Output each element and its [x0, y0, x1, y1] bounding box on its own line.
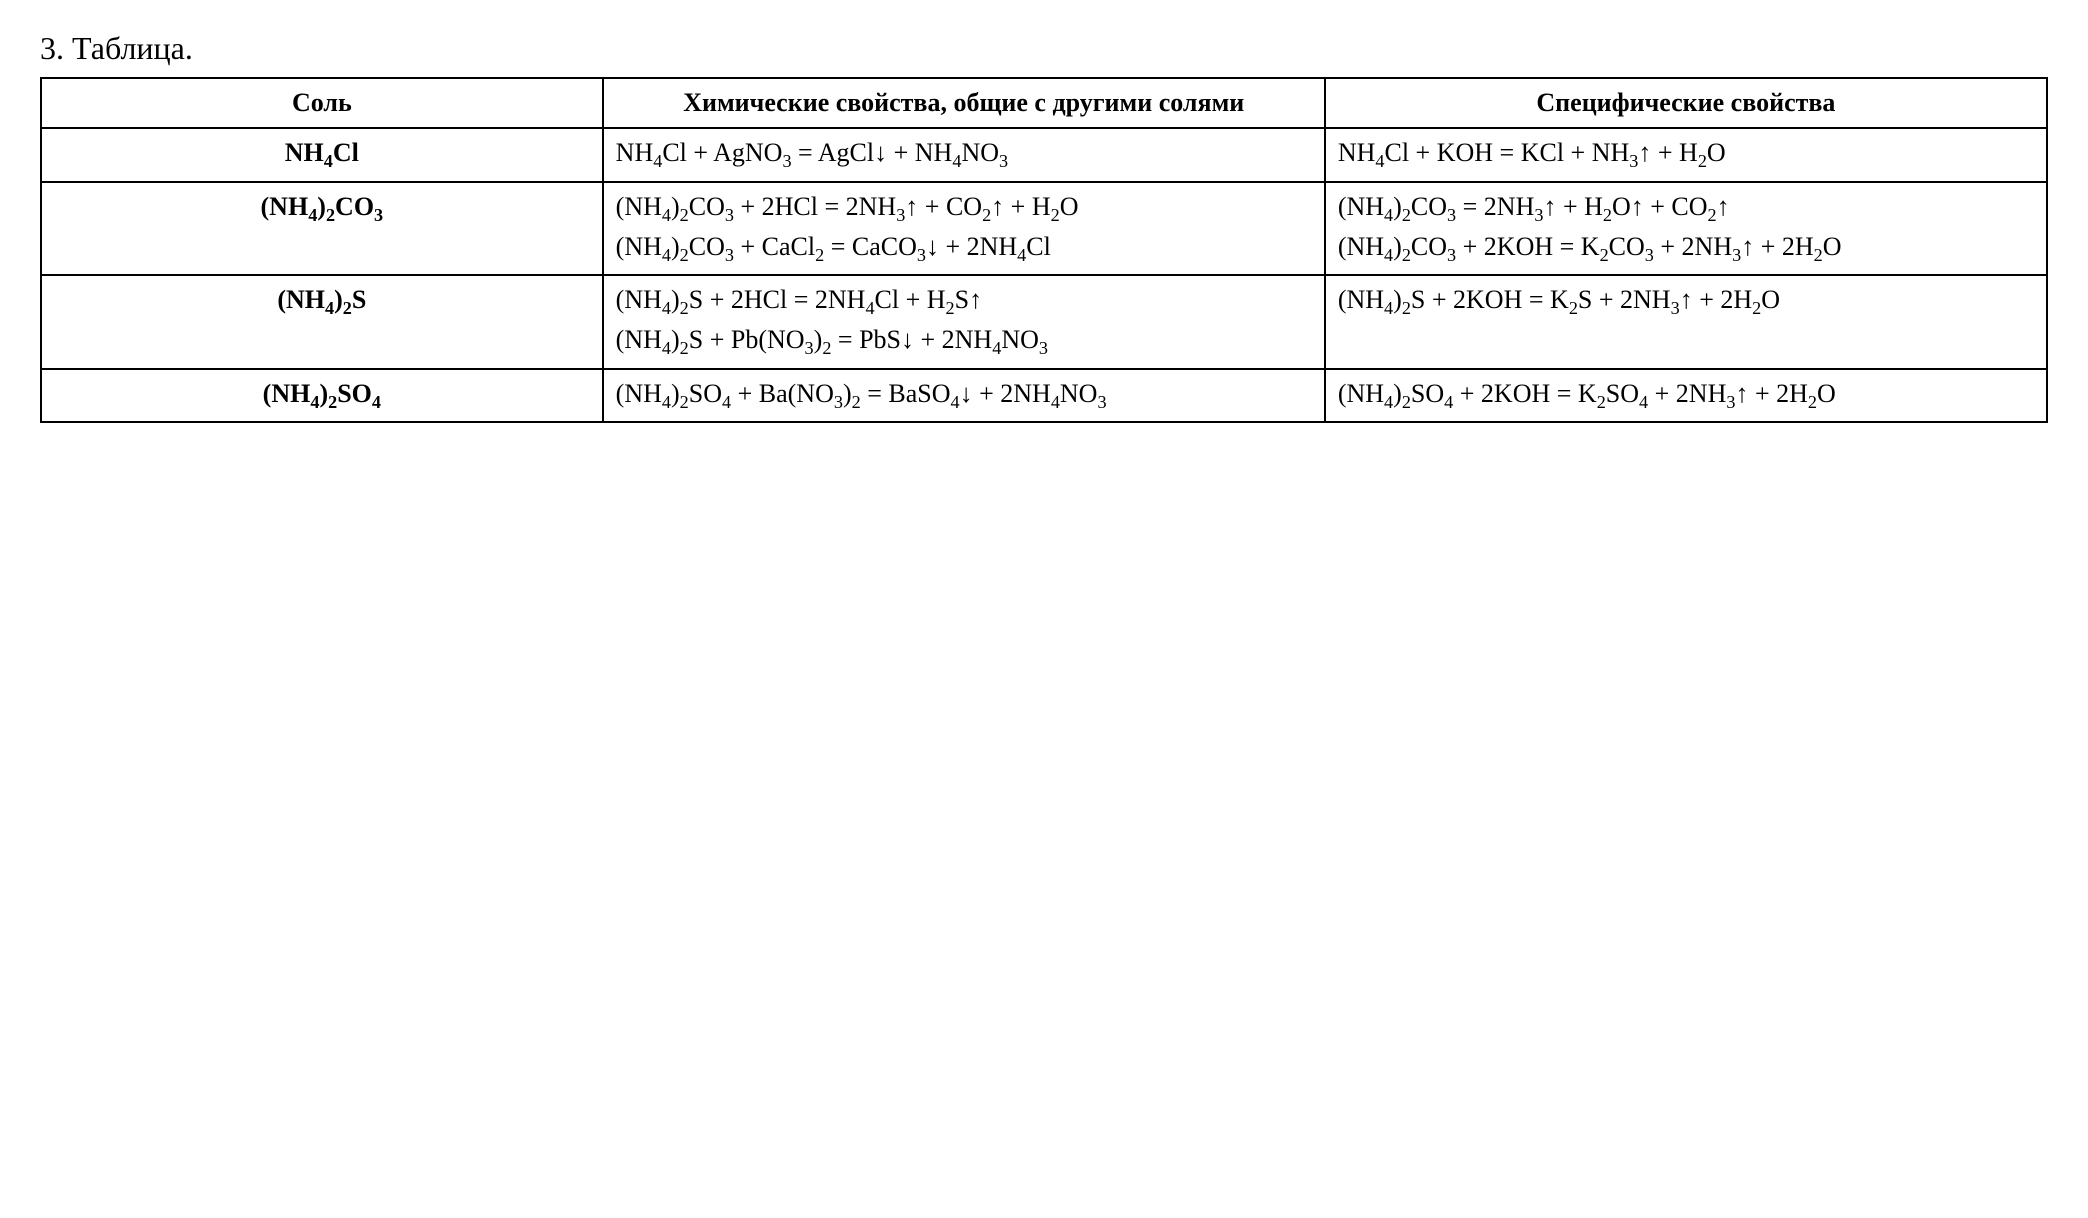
chemistry-table: Соль Химические свойства, общие с другим…: [40, 77, 2048, 423]
cell-specific: (NH4)2CO3 = 2NH3↑ + H2O↑ + CO2↑(NH4)2CO3…: [1325, 182, 2047, 275]
table-row: (NH4)2CO3 (NH4)2CO3 + 2HCl = 2NH3↑ + CO2…: [41, 182, 2047, 275]
cell-salt: (NH4)2S: [41, 275, 603, 368]
cell-salt: (NH4)2SO4: [41, 369, 603, 423]
header-common: Химические свойства, общие с другими сол…: [603, 78, 1325, 128]
cell-salt: NH4Cl: [41, 128, 603, 182]
table-row: (NH4)2S (NH4)2S + 2HCl = 2NH4Cl + H2S↑(N…: [41, 275, 2047, 368]
cell-specific: (NH4)2S + 2KOH = K2S + 2NH3↑ + 2H2O: [1325, 275, 2047, 368]
cell-specific: (NH4)2SO4 + 2KOH = K2SO4 + 2NH3↑ + 2H2O: [1325, 369, 2047, 423]
cell-specific: NH4Cl + KOH = KCl + NH3↑ + H2O: [1325, 128, 2047, 182]
cell-salt: (NH4)2CO3: [41, 182, 603, 275]
cell-common: (NH4)2SO4 + Ba(NO3)2 = BaSO4↓ + 2NH4NO3: [603, 369, 1325, 423]
page-title: 3. Таблица.: [40, 30, 2048, 67]
header-salt: Соль: [41, 78, 603, 128]
cell-common: NH4Cl + AgNO3 = AgCl↓ + NH4NO3: [603, 128, 1325, 182]
table-body: NH4Cl NH4Cl + AgNO3 = AgCl↓ + NH4NO3 NH4…: [41, 128, 2047, 422]
table-row: NH4Cl NH4Cl + AgNO3 = AgCl↓ + NH4NO3 NH4…: [41, 128, 2047, 182]
cell-common: (NH4)2CO3 + 2HCl = 2NH3↑ + CO2↑ + H2O(NH…: [603, 182, 1325, 275]
table-row: (NH4)2SO4 (NH4)2SO4 + Ba(NO3)2 = BaSO4↓ …: [41, 369, 2047, 423]
table-header-row: Соль Химические свойства, общие с другим…: [41, 78, 2047, 128]
cell-common: (NH4)2S + 2HCl = 2NH4Cl + H2S↑(NH4)2S + …: [603, 275, 1325, 368]
header-specific: Специфические свойства: [1325, 78, 2047, 128]
